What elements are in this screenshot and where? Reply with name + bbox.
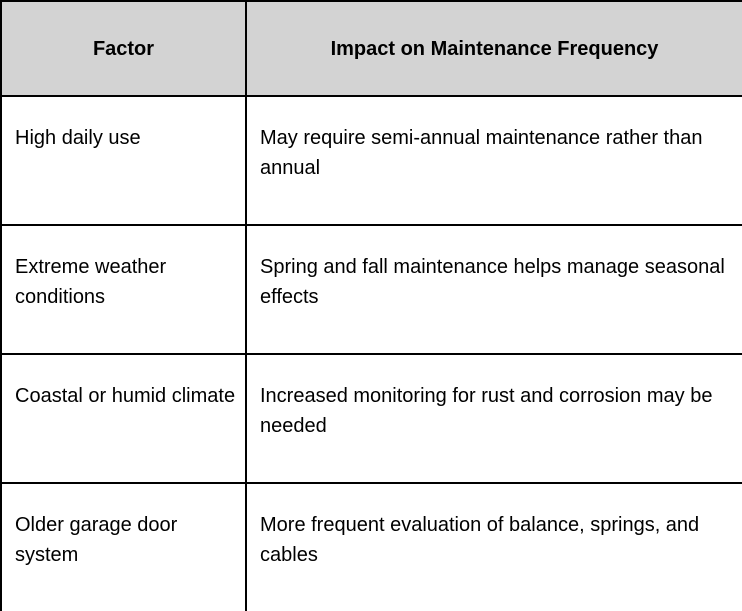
header-cell-impact: Impact on Maintenance Frequency — [245, 0, 742, 97]
table-row: High daily use May require semi-annual m… — [0, 95, 742, 226]
impact-cell: Increased monitoring for rust and corros… — [245, 353, 742, 484]
impact-cell: May require semi-annual maintenance rath… — [245, 95, 742, 226]
factor-cell: High daily use — [0, 95, 247, 226]
factor-cell: Older garage door system — [0, 482, 247, 611]
impact-cell: More frequent evaluation of balance, spr… — [245, 482, 742, 611]
table-row: Older garage door system More frequent e… — [0, 482, 742, 611]
factor-cell: Coastal or humid climate — [0, 353, 247, 484]
table-row: Coastal or humid climate Increased monit… — [0, 353, 742, 484]
header-cell-factor: Factor — [0, 0, 247, 97]
table-header-row: Factor Impact on Maintenance Frequency — [0, 0, 742, 97]
factor-cell: Extreme weather conditions — [0, 224, 247, 355]
impact-cell: Spring and fall maintenance helps manage… — [245, 224, 742, 355]
table-row: Extreme weather conditions Spring and fa… — [0, 224, 742, 355]
